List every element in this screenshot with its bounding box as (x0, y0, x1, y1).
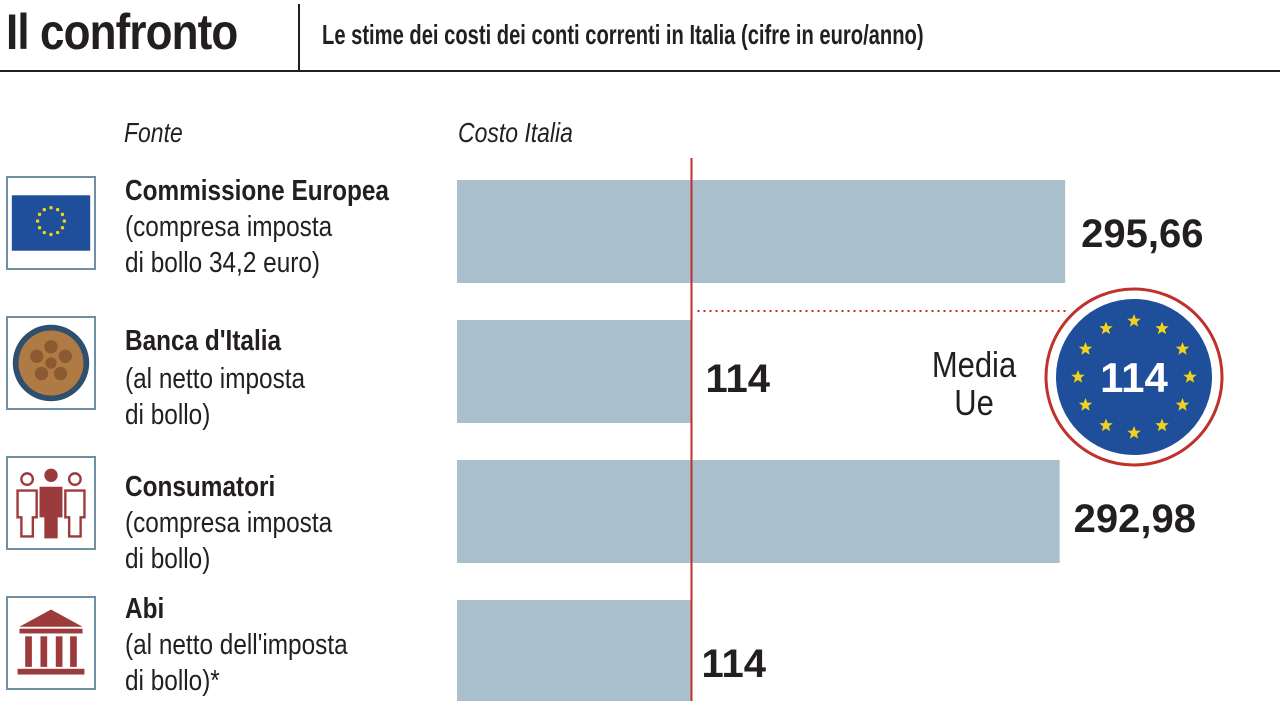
eu-star-icon (1078, 342, 1093, 355)
header-separator (298, 4, 300, 70)
eu-star-icon (1183, 370, 1197, 383)
source-note-line: (compresa imposta (125, 507, 333, 539)
value-label-3: 114 (701, 642, 766, 686)
eu-average-value: 114 (1100, 354, 1168, 401)
source-note-line: (compresa imposta (125, 211, 333, 243)
consumers-people-icon (6, 456, 96, 550)
bar-1 (457, 320, 692, 423)
column-header-cost: Costo Italia (458, 117, 573, 148)
eu-star-icon (1078, 398, 1093, 411)
bank-building-icon (6, 596, 96, 690)
eu-average-label-line: Media (931, 344, 1017, 385)
source-name-consumatori: Consumatori (125, 471, 276, 503)
source-name-banca-d-italia: Banca d'Italia (125, 325, 282, 357)
source-note-line: (al netto dell'imposta (125, 629, 348, 661)
eu-flag-icon (6, 176, 96, 270)
bar-3 (457, 600, 692, 701)
eu-average-label-line: Ue (954, 382, 994, 423)
source-note-line: di bollo)* (125, 665, 220, 697)
source-note-line: di bollo) (125, 399, 211, 431)
bank-of-italy-seal-icon (6, 316, 96, 410)
page-subtitle: Le stime dei costi dei conti correnti in… (322, 19, 924, 50)
value-label-0: 295,66 (1081, 212, 1203, 256)
eu-average-badge (1056, 299, 1212, 455)
source-note-line: di bollo 34,2 euro) (125, 247, 321, 279)
page-title: Il confronto (6, 4, 238, 60)
header-rule (0, 70, 1280, 72)
value-label-2: 292,98 (1074, 497, 1196, 541)
eu-star-icon (1099, 321, 1113, 335)
bar-0 (457, 180, 1066, 283)
source-note-line: (al netto imposta (125, 363, 306, 395)
column-header-source: Fonte (124, 117, 183, 148)
eu-star-icon (1099, 418, 1113, 432)
eu-star-icon (1155, 418, 1169, 432)
eu-star-icon (1127, 426, 1141, 439)
eu-star-icon (1127, 314, 1141, 327)
bar-2 (457, 460, 1060, 563)
eu-star-icon (1155, 321, 1169, 335)
source-name-commissione-europea: Commissione Europea (125, 175, 389, 207)
eu-star-icon (1175, 398, 1190, 411)
source-name-abi: Abi (125, 593, 165, 625)
eu-star-icon (1071, 370, 1085, 383)
eu-star-icon (1175, 342, 1190, 355)
eu-average-label: Media Ue (931, 346, 1017, 422)
value-label-1: 114 (705, 357, 770, 401)
source-note-line: di bollo) (125, 543, 211, 575)
